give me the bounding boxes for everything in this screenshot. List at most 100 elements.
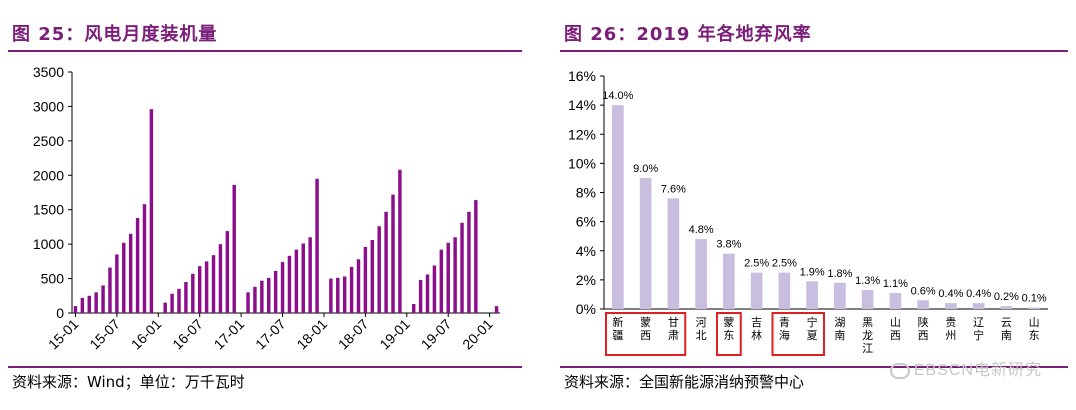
category-label: 贵州 <box>945 316 956 342</box>
bar-15-01 <box>73 306 78 313</box>
data-label: 0.4% <box>938 288 963 300</box>
category-label: 山东 <box>1029 316 1040 342</box>
bar-15-10 <box>135 217 140 313</box>
bar-19-09 <box>460 222 464 313</box>
x-tick-label: 15-01 <box>45 316 82 353</box>
y-tick-label: 1500 <box>33 202 64 218</box>
bar-19-07 <box>446 242 450 313</box>
watermark: EBSCN电新研究 <box>889 356 1042 380</box>
bar-15-08 <box>122 242 126 313</box>
bar-17-12 <box>315 178 319 313</box>
data-label: 9.0% <box>633 163 658 175</box>
bar-18-11 <box>391 194 395 313</box>
category-label: 湖南 <box>834 316 845 342</box>
left-panel: 图 25：风电月度装机量 0 500 1000 1500 2000 2500 3000 350… <box>0 0 530 410</box>
data-label: 0.2% <box>994 291 1019 303</box>
bar-18-04 <box>342 276 347 313</box>
bar-15-06 <box>108 267 112 313</box>
highlight-box <box>771 312 825 356</box>
right-source-note: 资料来源：全国新能源消纳预警中心 <box>564 373 805 391</box>
bar-15-03 <box>87 295 91 313</box>
highlight-box <box>605 312 687 356</box>
right-panel: 图 26：2019 年各地弃风率 0% 2% 4% 6% 8% 10% 12% 14% 16% 1… <box>552 0 1076 410</box>
y-tick-label: 2% <box>576 272 596 288</box>
bar-湖南 <box>834 282 846 309</box>
y-tick-label: 3000 <box>33 98 64 114</box>
bar-19-08 <box>453 237 457 313</box>
category-label: 蒙西 <box>640 316 651 342</box>
left-figure-title: 图 25：风电月度装机量 <box>12 24 218 45</box>
bar-19-05 <box>432 265 437 313</box>
bar-吉林 <box>750 272 763 309</box>
y-tick-label: 14% <box>568 97 596 113</box>
x-tick-label: 17-07 <box>252 316 289 353</box>
y-tick-label: 500 <box>41 271 65 287</box>
bar-20-02 <box>494 306 499 313</box>
bar-17-07 <box>280 262 285 313</box>
bar-18-12 <box>398 169 402 313</box>
bar-17-08 <box>287 255 292 313</box>
data-label: 1.1% <box>883 278 908 290</box>
bar-贵州 <box>945 303 957 309</box>
x-tick-label: 19-07 <box>418 316 455 353</box>
category-label: 青海 <box>779 316 790 342</box>
y-tick-label: 8% <box>576 185 596 201</box>
bar-16-04 <box>177 288 181 313</box>
bar-16-08 <box>204 261 209 313</box>
bar-18-10 <box>384 211 388 313</box>
data-label: 4.8% <box>689 224 714 236</box>
right-figure-title: 图 26：2019 年各地弃风率 <box>564 24 812 45</box>
data-label: 1.9% <box>800 266 825 278</box>
bar-18-02 <box>329 278 333 313</box>
bar-17-03 <box>253 286 257 313</box>
data-label: 3.8% <box>716 239 741 251</box>
y-tick-label: 2500 <box>33 133 64 149</box>
y-tick-label: 1000 <box>33 236 64 252</box>
bar-16-03 <box>170 293 174 313</box>
bar-云南 <box>1000 306 1013 309</box>
x-tick-label: 19-01 <box>376 316 413 353</box>
bar-青海 <box>778 272 791 309</box>
x-tick-label: 18-01 <box>293 316 330 353</box>
category-label: 宁夏 <box>807 315 818 342</box>
bar-15-04 <box>94 292 98 313</box>
bar-蒙西 <box>639 177 652 309</box>
bar-17-05 <box>267 277 271 313</box>
data-label: 14.0% <box>602 90 633 102</box>
bar-19-11 <box>474 200 478 313</box>
bar-15-02 <box>80 297 85 313</box>
bar-15-11 <box>142 204 147 313</box>
bar-宁夏 <box>806 281 818 309</box>
category-label: 吉林 <box>751 316 762 342</box>
bar-16-07 <box>197 266 202 313</box>
y-tick-label: 16% <box>568 68 596 84</box>
bar-16-09 <box>211 255 216 313</box>
bar-17-02 <box>246 292 250 313</box>
data-label: 0.1% <box>1022 293 1047 305</box>
bar-19-04 <box>425 274 430 313</box>
bar-18-03 <box>336 277 340 313</box>
data-label: 1.8% <box>827 268 852 280</box>
bar-17-09 <box>294 249 299 313</box>
left-bottom-rule <box>8 366 522 368</box>
bar-16-10 <box>218 244 223 313</box>
bar-18-08 <box>370 240 375 313</box>
category-label: 河北 <box>696 316 707 342</box>
bar-16-05 <box>184 282 188 313</box>
bar-黑龙江 <box>861 290 874 309</box>
data-label: 7.6% <box>661 183 686 195</box>
bar-16-02 <box>163 302 167 313</box>
data-label: 1.3% <box>855 275 880 287</box>
bar-辽宁 <box>972 303 985 309</box>
bar-15-09 <box>128 233 133 313</box>
y-tick-label: 3500 <box>33 64 64 80</box>
data-label: 2.5% <box>744 258 769 270</box>
category-label: 甘肃 <box>668 316 679 342</box>
y-tick-label: 12% <box>568 126 596 142</box>
bar-15-07 <box>115 254 119 313</box>
bar-河北 <box>695 239 707 309</box>
bar-16-11 <box>225 231 230 313</box>
y-tick-label: 2000 <box>33 167 64 183</box>
bar-19-02 <box>411 304 416 313</box>
category-label: 山西 <box>890 316 901 342</box>
